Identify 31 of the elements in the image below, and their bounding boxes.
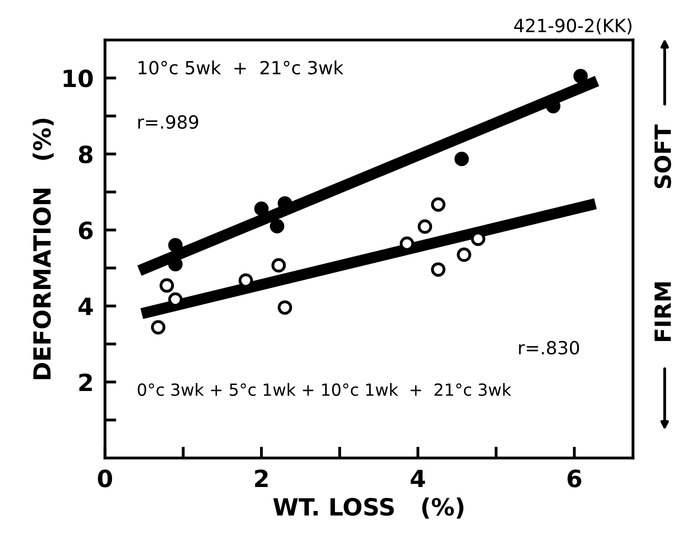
- y-tick-label: 4: [78, 298, 93, 315]
- point: [160, 278, 174, 293]
- x-axis-title: WT. LOSS (%): [273, 498, 464, 519]
- point: [168, 238, 183, 252]
- point: [270, 219, 284, 234]
- y-tick-label: 10: [64, 69, 93, 88]
- text: 421-90-2(KK): [514, 18, 632, 34]
- text: FIRM: [654, 282, 671, 341]
- y-tick-label: 6: [78, 221, 93, 240]
- point: [150, 320, 166, 334]
- point: [254, 202, 269, 216]
- y-tick-label: 2: [79, 373, 92, 391]
- point: [431, 262, 446, 277]
- point: [456, 248, 472, 262]
- x-tick-label: 4: [410, 470, 426, 488]
- point: [431, 197, 446, 212]
- y-tick-label: 8: [78, 145, 92, 164]
- point: [418, 219, 432, 234]
- point: [278, 300, 292, 315]
- y-axis-title: DEFORMATION (%): [32, 118, 54, 380]
- x-tick-label: 0: [98, 470, 112, 488]
- annotation: r=.830: [519, 340, 579, 355]
- point: [271, 258, 286, 273]
- annotation: 10°c 5wk + 21°c 3wk: [138, 60, 344, 74]
- point: [573, 68, 588, 84]
- point: [454, 152, 469, 166]
- x-tick-label: 2: [255, 470, 268, 488]
- annotation: 0°c 3wk + 5°c 1wk + 10°c 1wk + 21°c 3wk: [138, 383, 512, 396]
- annotation: r=.989: [138, 115, 198, 129]
- text: SOFT: [654, 124, 672, 188]
- x-tick-label: 6: [568, 470, 582, 488]
